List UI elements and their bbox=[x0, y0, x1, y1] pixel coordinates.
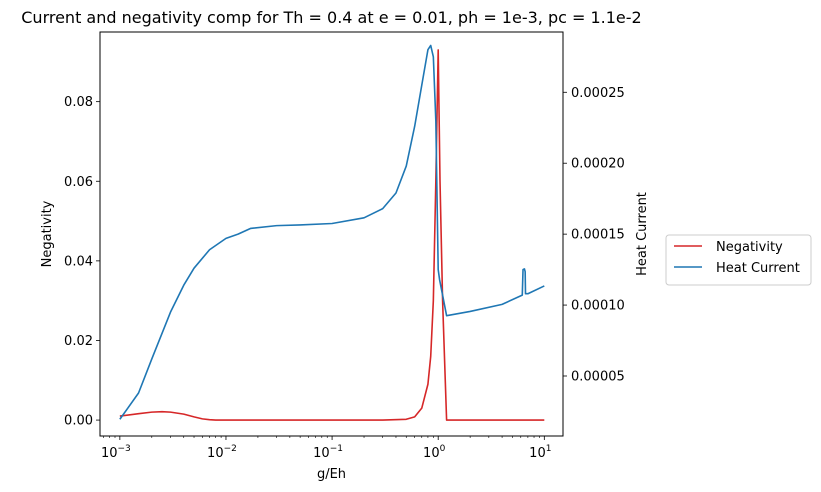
legend-label-heat-current: Heat Current bbox=[716, 261, 800, 276]
x-tick-label: 10−2 bbox=[207, 444, 237, 461]
legend-frame bbox=[665, 234, 812, 286]
y-left-axis-label: Negativity bbox=[40, 200, 55, 267]
y-right-tick-label: 0.00010 bbox=[571, 299, 625, 314]
y-left-tick-label: 0.02 bbox=[64, 334, 93, 349]
x-tick-label: 100 bbox=[423, 444, 446, 461]
legend-label-negativity: Negativity bbox=[716, 240, 783, 255]
y-right-axis-label: Heat Current bbox=[635, 192, 650, 276]
y-left-tick-label: 0.00 bbox=[64, 414, 93, 429]
x-tick-exponent: −3 bbox=[117, 444, 130, 454]
x-tick-exponent: 1 bbox=[546, 444, 552, 454]
x-axis-ticks: 10−3 10−2 10−1 100 101 bbox=[101, 436, 551, 461]
y-left-tick-label: 0.06 bbox=[64, 175, 93, 190]
x-tick-label: 101 bbox=[529, 444, 551, 461]
y-right-tick-label: 0.00020 bbox=[571, 157, 625, 172]
x-tick-exponent: 0 bbox=[440, 444, 446, 454]
y-left-tick-label: 0.04 bbox=[64, 254, 93, 269]
x-axis-label: g/Eh bbox=[317, 467, 346, 482]
y-right-tick-label: 0.00025 bbox=[571, 86, 625, 101]
series-line-negativity bbox=[119, 49, 545, 421]
x-tick-label: 10−3 bbox=[101, 444, 131, 461]
y-left-axis-ticks: 0.00 0.02 0.04 0.06 0.08 bbox=[64, 95, 100, 429]
x-tick-exponent: −2 bbox=[224, 444, 237, 454]
y-left-tick-label: 0.08 bbox=[64, 95, 93, 110]
y-right-tick-label: 0.00005 bbox=[571, 369, 625, 384]
series-layer bbox=[119, 44, 545, 421]
x-tick-label: 10−1 bbox=[313, 444, 343, 461]
y-right-axis-ticks: 0.00005 0.00010 0.00015 0.00020 0.00025 bbox=[563, 86, 625, 384]
plot-area-frame bbox=[99, 31, 564, 437]
legend: Negativity Heat Current bbox=[665, 234, 812, 286]
chart-title: Current and negativity comp for Th = 0.4… bbox=[21, 8, 641, 27]
y-right-tick-label: 0.00015 bbox=[571, 228, 625, 243]
x-tick-exponent: −1 bbox=[330, 444, 343, 454]
series-line-heat-current bbox=[119, 44, 545, 420]
